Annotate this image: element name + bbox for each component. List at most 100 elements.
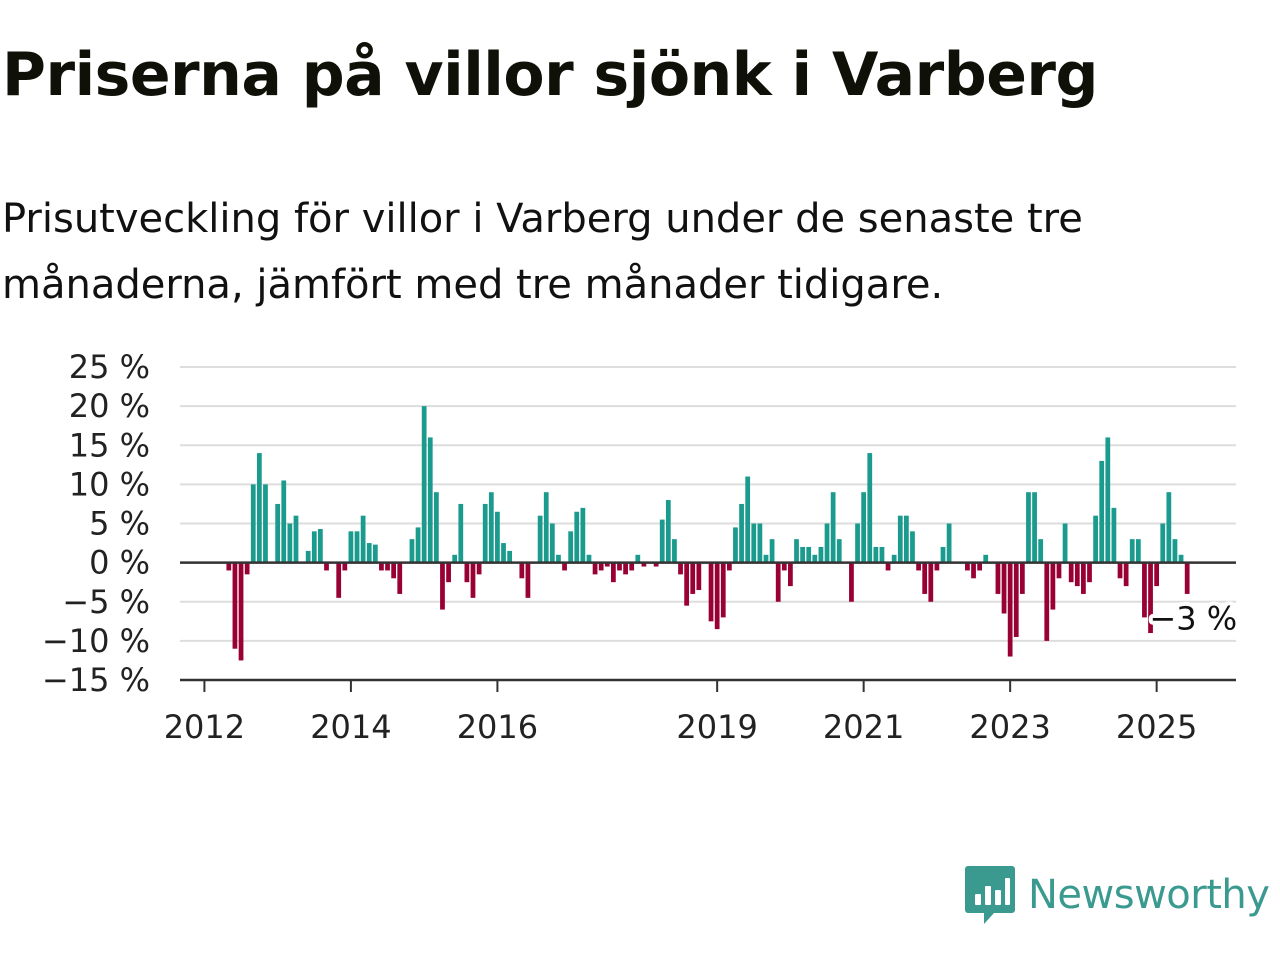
bar <box>653 562 659 567</box>
bar <box>708 562 714 622</box>
x-tick-label: 2025 <box>1116 708 1197 746</box>
bar <box>1038 539 1044 563</box>
bar <box>665 500 671 563</box>
x-axis-ticks: 2012 2014 2016 2019 2021 2023 2025 <box>164 680 1197 746</box>
bar <box>1019 562 1025 594</box>
annotation-label: −3 % <box>1149 599 1237 637</box>
bar <box>690 562 696 594</box>
x-tick-label: 2023 <box>969 708 1050 746</box>
x-tick-label: 2014 <box>310 708 391 746</box>
bar <box>873 546 879 563</box>
bar <box>440 562 445 610</box>
y-tick-label: 0 % <box>89 544 150 582</box>
bar <box>1062 523 1068 563</box>
bar <box>769 539 775 563</box>
bar <box>446 562 451 583</box>
x-tick-label: 2021 <box>823 708 904 746</box>
bar <box>501 543 506 563</box>
bar <box>1154 562 1160 587</box>
bar <box>1172 539 1178 563</box>
bar <box>354 531 360 563</box>
bar <box>263 484 268 563</box>
bar <box>604 562 610 567</box>
bar <box>336 562 342 598</box>
bar <box>562 562 567 571</box>
bar <box>281 480 287 563</box>
bar <box>659 519 665 563</box>
bar <box>922 562 928 594</box>
bar <box>1068 562 1074 583</box>
bar <box>1044 562 1050 641</box>
bar <box>824 523 830 563</box>
bar <box>1117 562 1123 579</box>
bar <box>720 562 726 618</box>
bar <box>910 531 915 563</box>
bar <box>226 562 232 571</box>
bar <box>861 492 867 563</box>
bar <box>427 437 433 563</box>
bar <box>549 523 555 563</box>
bar <box>879 546 885 563</box>
bar <box>409 539 415 563</box>
bar <box>751 523 757 563</box>
bar <box>397 562 403 594</box>
chart-subtitle: Prisutveckling för villor i Varberg unde… <box>2 196 1083 308</box>
y-axis-tick-labels: 25 %20 %15 %10 %5 %0 %−5 %−10 %−15 % <box>42 348 150 699</box>
bar <box>1001 562 1007 614</box>
bar <box>904 515 909 563</box>
bar <box>598 562 604 571</box>
bar <box>574 511 580 563</box>
y-tick-label: 15 % <box>69 426 150 464</box>
bar <box>464 562 470 583</box>
bar <box>385 562 390 571</box>
y-tick-label: 25 % <box>69 348 150 386</box>
bar <box>421 406 427 563</box>
bar <box>635 554 641 563</box>
bar <box>672 539 677 563</box>
bar <box>537 515 543 563</box>
bar <box>1123 562 1129 587</box>
bar <box>617 562 622 571</box>
bar <box>788 562 793 587</box>
grid-lines <box>180 366 1236 642</box>
bar <box>781 562 787 571</box>
bar <box>250 484 256 563</box>
bars <box>226 406 1190 661</box>
bar <box>928 562 934 602</box>
bar <box>867 453 873 563</box>
bar <box>1056 562 1062 579</box>
chart-title: Priserna på villor sjönk i Varberg <box>2 40 1098 110</box>
bar <box>971 562 976 579</box>
bar <box>775 562 781 602</box>
bar <box>794 539 799 563</box>
brand-name: Newsworthy <box>1028 872 1270 918</box>
bar <box>830 492 836 563</box>
bar <box>1105 437 1111 563</box>
bar <box>1074 562 1080 587</box>
bar <box>1148 562 1153 634</box>
bar <box>714 562 720 630</box>
bar <box>1050 562 1056 610</box>
bar <box>800 546 805 563</box>
bar <box>1129 539 1135 563</box>
bar <box>324 562 329 571</box>
x-tick-label: 2019 <box>676 708 757 746</box>
bar <box>763 554 769 563</box>
bar <box>806 546 812 563</box>
bar <box>885 562 891 571</box>
bar <box>611 562 616 583</box>
bar <box>495 511 500 563</box>
bar <box>415 527 421 563</box>
bar <box>372 544 378 563</box>
bar <box>684 562 690 606</box>
x-tick-label: 2016 <box>457 708 538 746</box>
bar <box>293 515 299 563</box>
bar <box>379 562 384 571</box>
bar <box>1184 562 1190 594</box>
bar <box>1099 460 1105 563</box>
bar <box>891 554 897 563</box>
bar <box>1142 562 1147 618</box>
bar <box>1081 562 1086 594</box>
bar <box>977 562 983 571</box>
bar <box>507 550 512 563</box>
